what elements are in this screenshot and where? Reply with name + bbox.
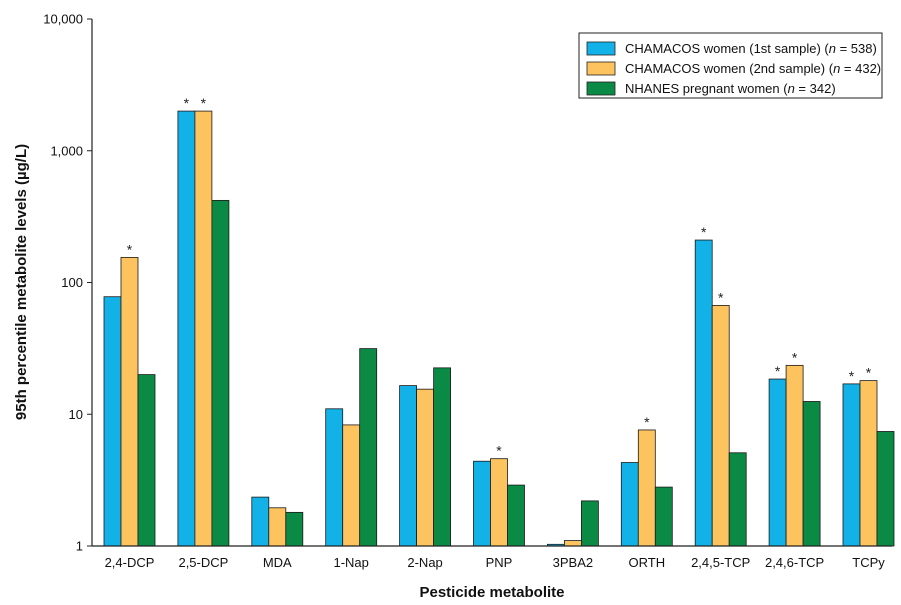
significance-star: * (775, 363, 781, 379)
x-axis-title: Pesticide metabolite (419, 584, 564, 601)
significance-star: * (792, 349, 798, 365)
x-tick-label: 2,4,6-TCP (765, 555, 824, 570)
legend-item: CHAMACOS women (1st sample) (n = 538) (586, 41, 877, 56)
y-ticks: 1 10 100 1,000 10,000 (43, 12, 92, 554)
x-tick-label: 2-Nap (407, 555, 442, 570)
bar (694, 239, 713, 547)
bar (268, 507, 287, 547)
legend-label: CHAMACOS women (1st sample) (n = 538) (625, 41, 877, 56)
bar (399, 385, 418, 547)
legend: CHAMACOS women (1st sample) (n = 538) CH… (578, 32, 883, 99)
bar (859, 380, 878, 547)
bar (325, 408, 344, 547)
bar (564, 540, 582, 547)
bar (194, 110, 213, 547)
x-tick-label: ORTH (628, 555, 665, 570)
x-tick-label: 3PBA2 (553, 555, 593, 570)
bar (490, 458, 508, 547)
significance-star: * (496, 443, 502, 459)
x-tick-label: MDA (263, 555, 292, 570)
legend-box (578, 32, 883, 99)
significance-star: * (718, 289, 724, 305)
legend-item: CHAMACOS women (2nd sample) (n = 432) (586, 61, 881, 76)
bars (103, 110, 895, 547)
bar (251, 496, 270, 547)
bar (177, 110, 196, 547)
significance-markers: * * * * * * * * * * * (127, 95, 872, 459)
bar (802, 401, 821, 547)
x-tick-label: 2,5-DCP (178, 555, 228, 570)
x-tick-label: 1-Nap (333, 555, 368, 570)
x-ticks: 2,4-DCP 2,5-DCP MDA 1-Nap 2-Nap PNP 3PBA2 ORTH 2… (105, 555, 886, 570)
bar (507, 484, 525, 547)
bar (581, 500, 599, 547)
bar (103, 296, 122, 547)
bar (342, 424, 361, 547)
bar (654, 486, 673, 547)
bar (359, 348, 378, 547)
bar (285, 511, 304, 547)
bar (137, 374, 156, 547)
y-tick-label: 1,000 (50, 143, 83, 158)
bar (728, 452, 747, 547)
legend-label: CHAMACOS women (2nd sample) (n = 432) (625, 61, 881, 76)
significance-star: * (184, 95, 190, 111)
bar (711, 305, 730, 547)
significance-star: * (127, 241, 133, 257)
bar (876, 431, 895, 547)
bar (120, 257, 139, 547)
significance-star: * (644, 414, 650, 430)
y-tick-label: 10,000 (43, 12, 83, 27)
legend-swatch (586, 81, 616, 96)
significance-star: * (701, 224, 707, 240)
bar (785, 364, 804, 547)
significance-star: * (201, 95, 207, 111)
bar (842, 383, 861, 547)
significance-star: * (849, 368, 855, 384)
y-axis-title: 95th percentile metabolite levels (µg/L) (13, 144, 30, 420)
bar (768, 378, 787, 547)
x-tick-label: 2,4-DCP (105, 555, 155, 570)
legend-label: NHANES pregnant women (n = 342) (625, 81, 836, 96)
y-tick-label: 100 (61, 275, 83, 290)
bar (473, 460, 491, 547)
legend-swatch (586, 41, 616, 56)
bar (433, 367, 452, 547)
x-tick-label: PNP (486, 555, 513, 570)
bar (620, 462, 639, 547)
y-tick-label: 1 (76, 539, 83, 554)
y-tick-label: 10 (69, 407, 83, 422)
x-tick-label: TCPy (852, 555, 885, 570)
x-tick-label: 2,4,5-TCP (691, 555, 750, 570)
bar (637, 429, 656, 547)
legend-item: NHANES pregnant women (n = 342) (586, 81, 836, 96)
bar (211, 199, 230, 547)
bar (416, 388, 435, 547)
significance-star: * (866, 365, 872, 381)
legend-swatch (586, 61, 616, 76)
